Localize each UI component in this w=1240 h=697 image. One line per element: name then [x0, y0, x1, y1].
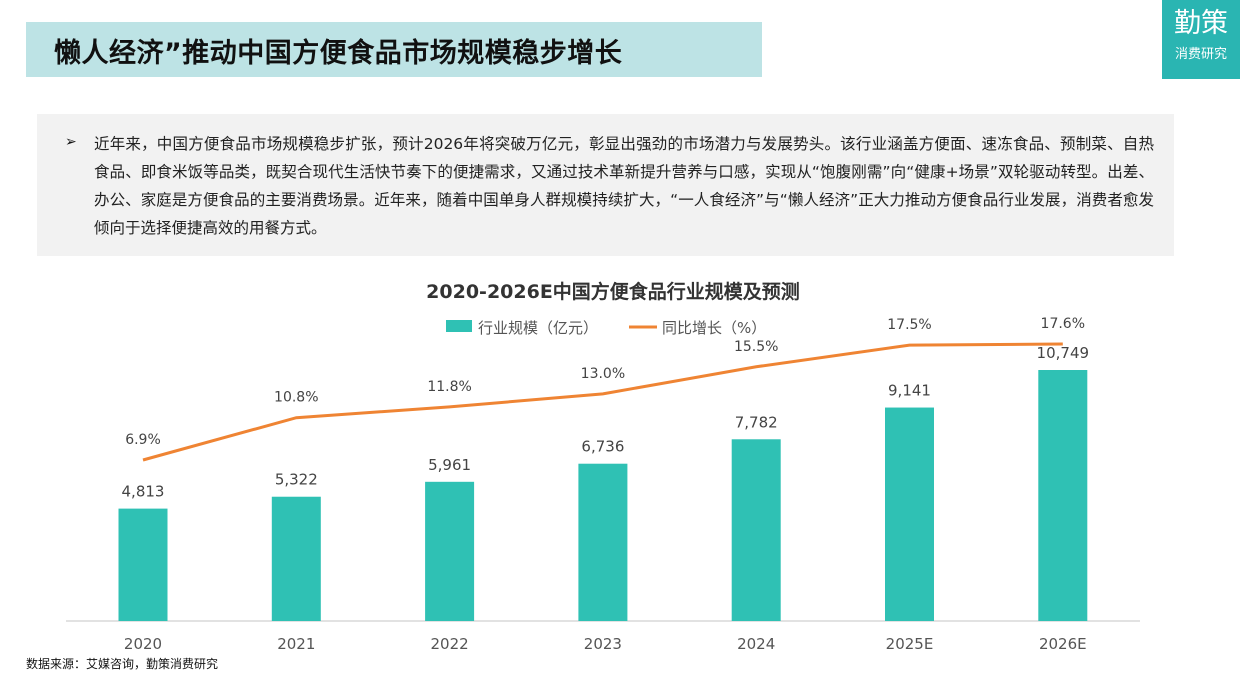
line-label-2025E: 17.5%	[887, 317, 931, 333]
logo-subtitle: 消费研究	[1174, 47, 1227, 62]
line-label-2020: 6.9%	[125, 432, 161, 448]
legend-line-label: 同比增长（%）	[662, 319, 766, 337]
summary-box: ➢ 近年来，中国方便食品市场规模稳步扩张，预计2026年将突破万亿元，彰显出强劲…	[37, 114, 1174, 256]
legend-bar-swatch	[446, 320, 472, 332]
arrow-right-bullet-icon: ➢	[65, 134, 77, 150]
bar-2025E	[885, 407, 934, 621]
legend-bar-label: 行业规模（亿元）	[478, 319, 598, 337]
bar-label-2026E: 10,749	[1037, 344, 1090, 362]
x-tick-2023: 2023	[584, 635, 622, 653]
line-label-2026E: 17.6%	[1041, 316, 1085, 332]
bar-label-2021: 5,322	[275, 471, 318, 489]
logo-name: 勤策	[1174, 8, 1228, 39]
bar-label-2023: 6,736	[581, 438, 624, 456]
bar-2026E	[1038, 370, 1088, 621]
line-label-2024: 15.5%	[734, 339, 778, 355]
bar-2021	[271, 496, 321, 621]
bar-label-2022: 5,961	[428, 456, 471, 474]
chart-title: 2020-2026E中国方便食品行业规模及预测	[426, 280, 800, 303]
x-tick-2020: 2020	[124, 635, 162, 653]
bar-2022	[425, 481, 475, 621]
page-title: 懒人经济”推动中国方便食品市场规模稳步增长	[54, 38, 623, 69]
line-label-2023: 13.0%	[581, 366, 625, 382]
bar-2020	[118, 508, 168, 621]
summary-text: 近年来，中国方便食品市场规模稳步扩张，预计2026年将突破万亿元，彰显出强劲的市…	[94, 135, 1154, 237]
bar-label-2025E: 9,141	[888, 382, 931, 400]
line-label-2022: 11.8%	[427, 379, 471, 395]
x-tick-2022: 2022	[431, 635, 469, 653]
source-note: 数据来源：艾媒咨询，勤策消费研究	[26, 657, 219, 671]
x-tick-2025E: 2025E	[886, 635, 934, 653]
logo: 勤策 消费研究	[1162, 0, 1240, 79]
line-label-2021: 10.8%	[274, 390, 318, 406]
bar-label-2020: 4,813	[122, 483, 165, 501]
bar-label-2024: 7,782	[735, 413, 778, 431]
x-tick-2026E: 2026E	[1039, 635, 1087, 653]
title-banner: 懒人经济”推动中国方便食品市场规模稳步增长	[26, 22, 762, 77]
bar-2023	[578, 463, 628, 621]
bar-2024	[731, 439, 781, 621]
x-tick-2024: 2024	[737, 635, 775, 653]
x-tick-2021: 2021	[277, 635, 315, 653]
